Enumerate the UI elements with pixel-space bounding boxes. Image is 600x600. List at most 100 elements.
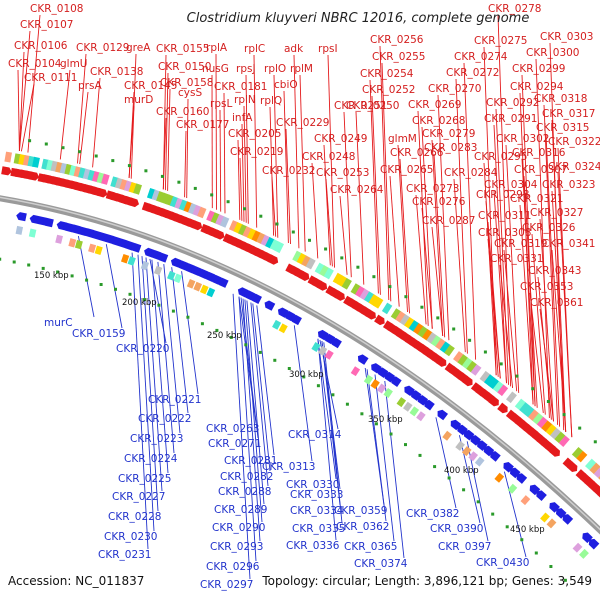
label-leader-line xyxy=(389,175,400,307)
label-leader-line xyxy=(453,178,466,353)
label-leader-line xyxy=(283,90,289,244)
gene-label-forward: CKR_0327 xyxy=(530,207,583,219)
gene-arrow-reverse xyxy=(377,367,389,379)
tick-label-300kbp: 300 kbp xyxy=(289,370,324,380)
tick-dot xyxy=(563,578,567,582)
tick-dot xyxy=(360,412,364,416)
label-leader-line xyxy=(505,144,520,393)
tick-dot xyxy=(28,139,32,143)
label-leader-line xyxy=(20,83,35,152)
label-leader-line xyxy=(431,226,444,336)
tick-dot xyxy=(404,295,408,299)
tick-dot xyxy=(389,432,393,436)
gene-arrow-forward xyxy=(213,229,225,240)
tick-dot xyxy=(505,525,509,529)
gene-arrow-reverse xyxy=(16,212,27,222)
label-leader-line xyxy=(232,293,251,580)
tick-dot xyxy=(259,214,263,218)
cog-color-block xyxy=(193,281,203,292)
gene-label-reverse: CKR_0224 xyxy=(124,453,178,465)
cog-color-block xyxy=(101,173,110,185)
label-leader-line xyxy=(238,296,257,562)
label-leader-line xyxy=(493,124,507,384)
gene-label-forward: CKR_0323 xyxy=(542,179,595,191)
label-leader-line xyxy=(237,139,241,220)
gene-label-forward: CKR_0276 xyxy=(412,196,466,208)
cog-color-block xyxy=(572,542,583,553)
gene-label-forward: CKR_0317 xyxy=(542,108,595,120)
cog-color-block xyxy=(140,260,150,271)
gene-arrow-reverse xyxy=(130,242,142,253)
tick-dot xyxy=(340,256,344,260)
gene-label-forward: CKR_0279 xyxy=(422,128,475,140)
cog-color-block xyxy=(396,397,407,408)
label-leader-line xyxy=(381,62,392,302)
tick-dot xyxy=(374,422,378,426)
gene-label-forward: CKR_0311 xyxy=(478,210,531,222)
label-leader-line xyxy=(131,252,149,550)
cog-color-block xyxy=(186,278,196,289)
gene-arrow-reverse xyxy=(477,440,488,452)
gene-arrow-forward xyxy=(191,220,203,231)
gene-arrow-forward xyxy=(549,446,560,457)
cog-color-block xyxy=(532,413,544,425)
gene-label-forward: CKR_0253 xyxy=(316,167,369,179)
gene-label-forward: CKR_0361 xyxy=(530,297,583,309)
gene-arrow-reverse xyxy=(391,376,402,387)
gene-arrow-reverse xyxy=(457,424,468,436)
gene-label-forward: CKR_0294 xyxy=(510,81,564,93)
label-leader-line xyxy=(27,14,41,153)
cog-color-block xyxy=(151,189,161,202)
label-leader-line xyxy=(163,264,181,434)
cog-color-block xyxy=(272,319,282,330)
cog-color-block xyxy=(579,548,589,559)
label-leader-line xyxy=(215,53,217,210)
cog-color-block xyxy=(549,427,562,440)
cog-color-block xyxy=(206,287,216,298)
gene-arrow-forward xyxy=(488,395,499,407)
label-leader-line xyxy=(243,105,247,223)
label-leader-line xyxy=(437,94,450,341)
tick-dot xyxy=(418,453,422,457)
gene-label-forward: CKR_0326 xyxy=(522,222,576,234)
tick-dot xyxy=(143,298,146,302)
gene-arrow-reverse xyxy=(411,390,422,401)
tick-dot xyxy=(41,266,45,270)
gene-label-forward: CKR_0264 xyxy=(330,184,384,196)
gene-label-forward: CKR_0322 xyxy=(548,136,600,148)
cog-color-block xyxy=(506,391,517,404)
cog-color-block xyxy=(4,151,12,163)
cog-color-block xyxy=(350,366,361,377)
cog-color-block xyxy=(355,285,366,298)
cog-color-block xyxy=(15,225,24,235)
cog-color-block xyxy=(403,401,413,412)
gene-label-reverse: CKR_0374 xyxy=(354,558,408,570)
tick-dot xyxy=(210,193,214,197)
gene-label-forward: rplC xyxy=(244,43,265,55)
tick-dot xyxy=(78,150,82,154)
cog-color-block xyxy=(523,405,535,418)
label-leader-line xyxy=(487,238,501,379)
label-leader-line xyxy=(137,254,155,532)
tick-dot xyxy=(171,309,175,313)
tick-label-400kbp: 400 kbp xyxy=(444,466,479,476)
gene-label-forward: CKR_0292 xyxy=(486,97,539,109)
gene-label-forward: CKR_0155 xyxy=(156,43,209,55)
tick-dot xyxy=(462,488,466,492)
label-leader-line xyxy=(551,249,567,432)
cog-color-block xyxy=(197,206,207,219)
tick-dot xyxy=(404,443,407,447)
tick-dot xyxy=(308,238,311,242)
gene-label-forward: CKR_0205 xyxy=(228,128,281,140)
gene-label-forward: infA xyxy=(232,112,253,124)
gene-arrow-reverse xyxy=(529,484,541,496)
gene-label-reverse: CKR_0159 xyxy=(72,328,125,340)
tick-dot xyxy=(433,465,437,469)
label-leader-line xyxy=(435,417,457,509)
tick-dot xyxy=(491,512,495,516)
gene-arrow-reverse xyxy=(450,419,462,431)
label-leader-line xyxy=(246,300,265,505)
gene-label-forward: CKR_0321 xyxy=(510,193,563,205)
label-leader-line xyxy=(325,178,333,267)
cog-color-block xyxy=(292,250,303,263)
